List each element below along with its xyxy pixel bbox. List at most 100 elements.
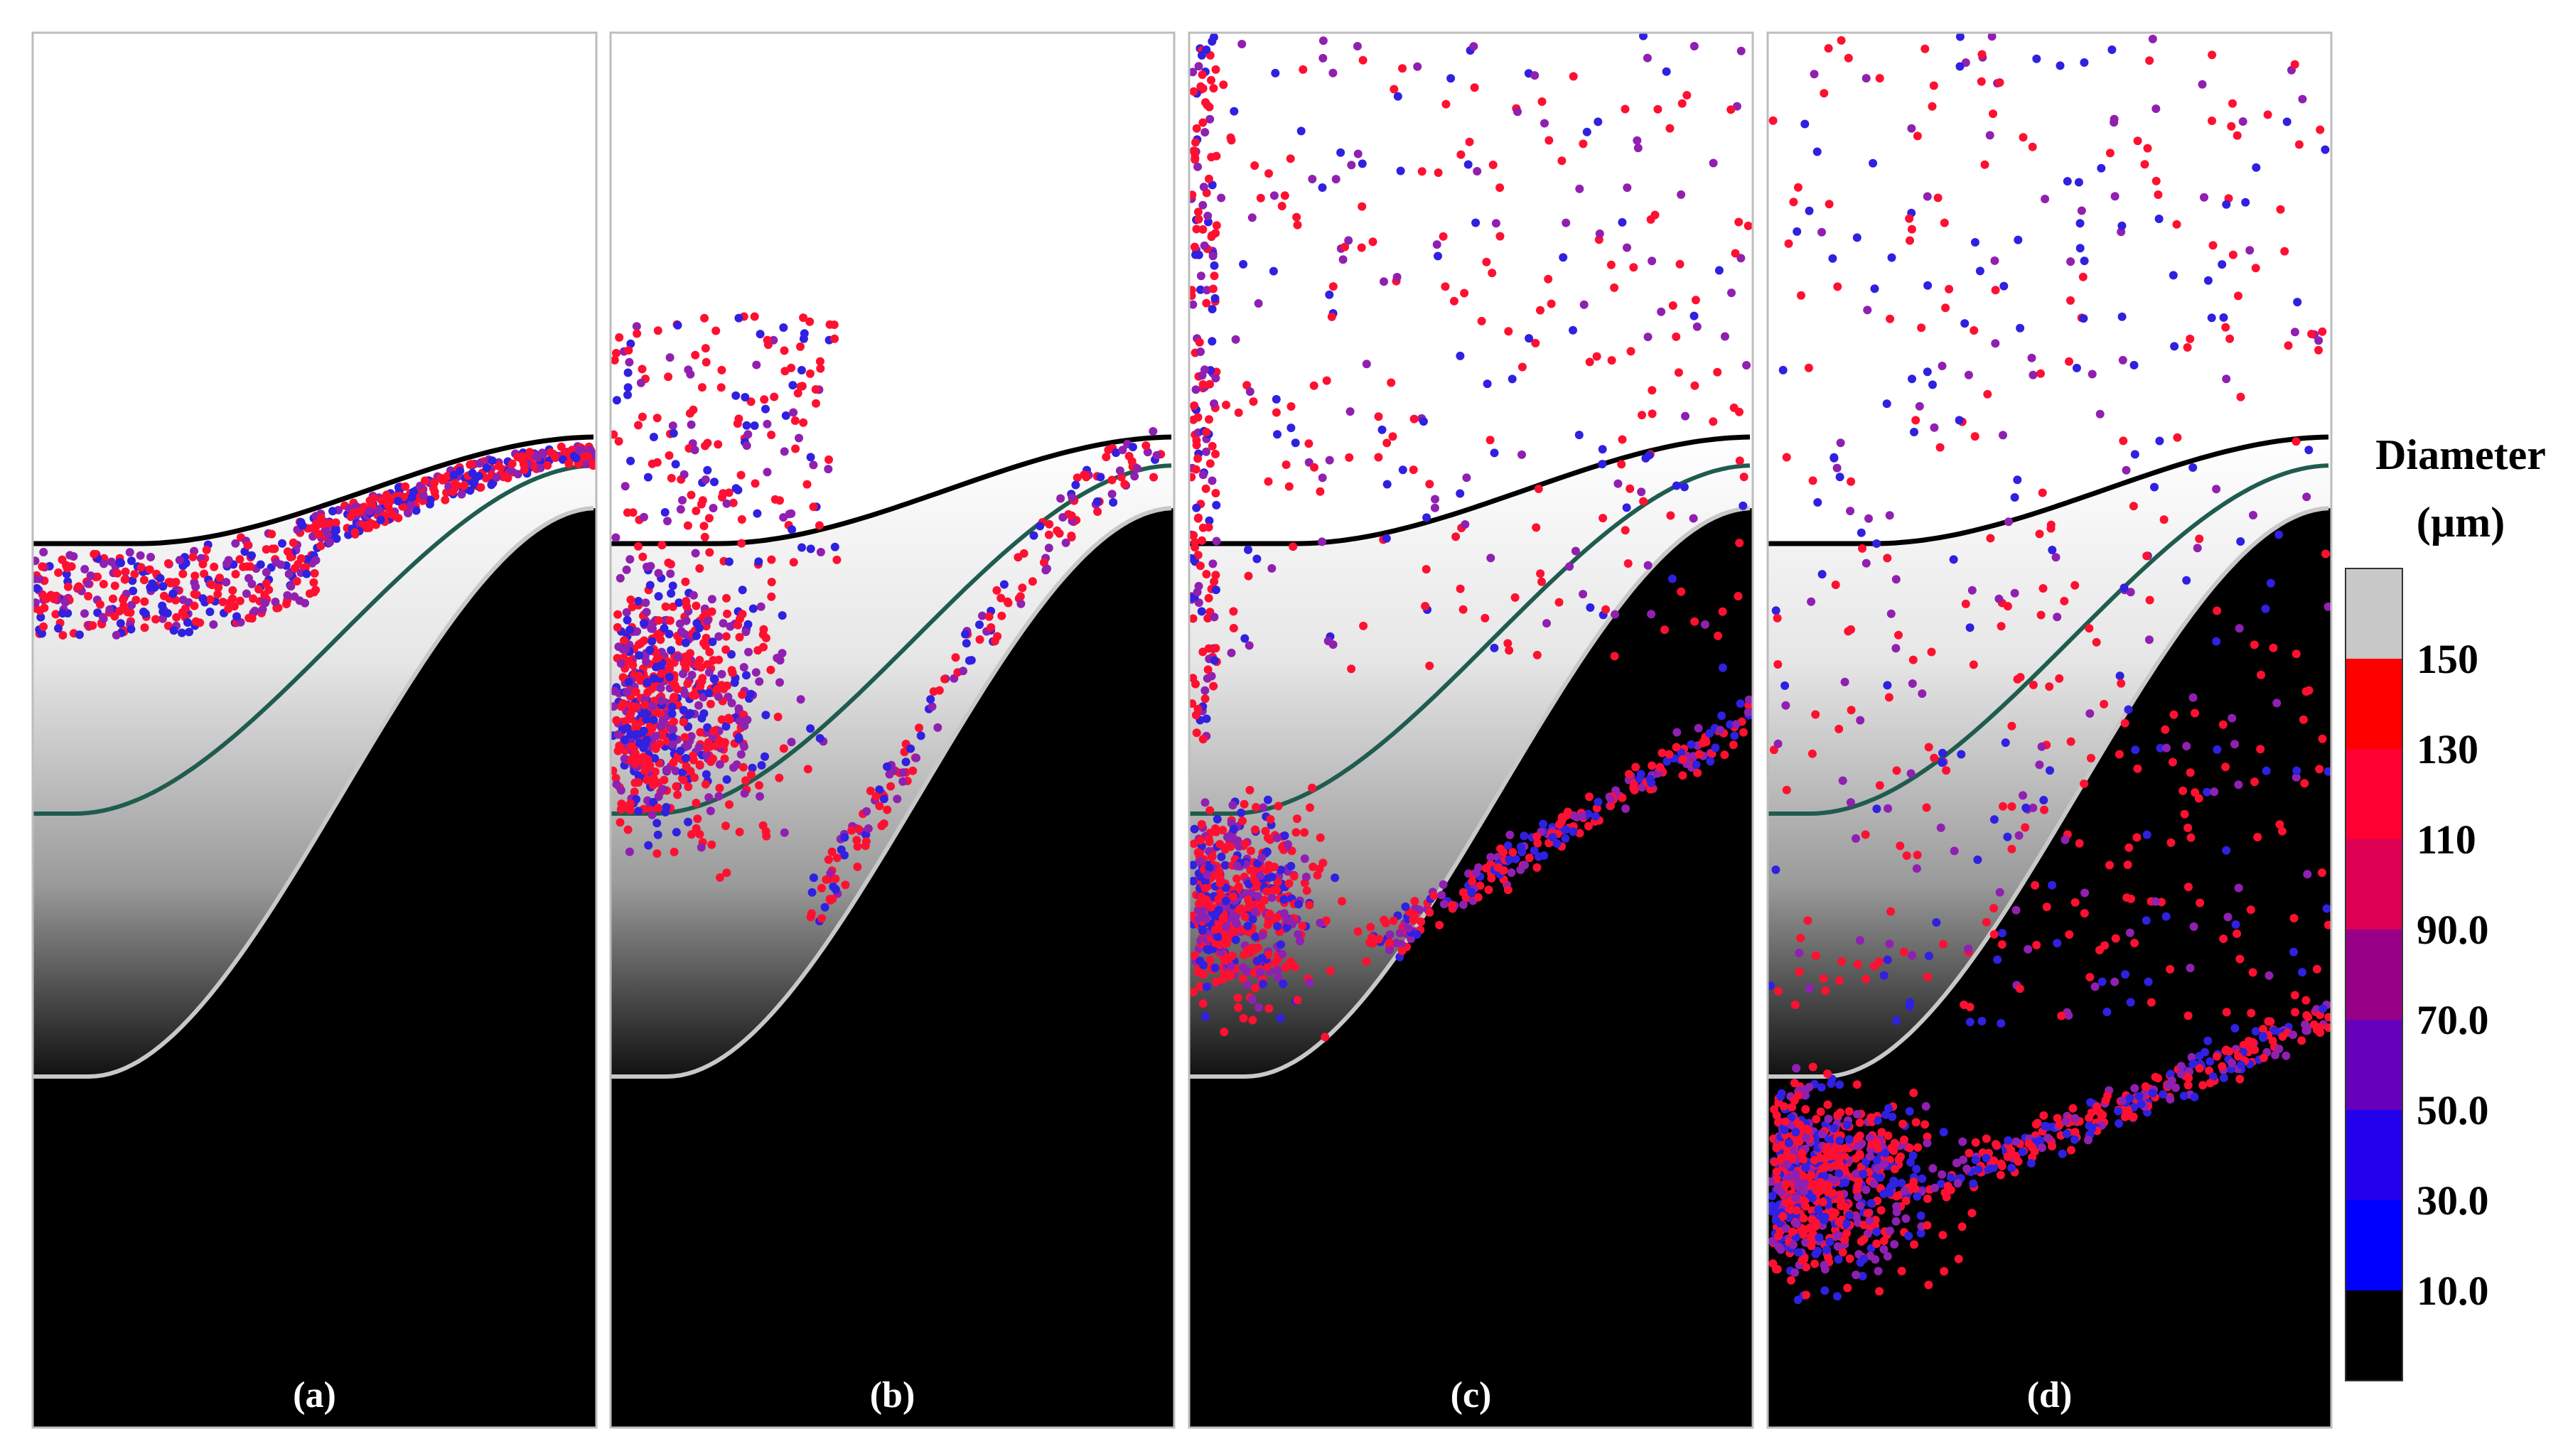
- particle: [822, 875, 831, 884]
- particle: [2129, 502, 2138, 511]
- particle: [673, 320, 682, 330]
- particle: [1841, 1202, 1850, 1212]
- particle: [883, 762, 891, 771]
- particle: [1294, 929, 1303, 939]
- particle: [1203, 286, 1211, 295]
- particle: [1231, 917, 1240, 927]
- particle: [699, 522, 709, 531]
- particle: [638, 552, 648, 561]
- particle: [2066, 296, 2075, 305]
- particle: [1736, 254, 1746, 263]
- particle: [190, 590, 199, 598]
- particle: [815, 357, 824, 366]
- particle: [1267, 873, 1277, 881]
- particle: [2137, 1099, 2146, 1109]
- particle: [1305, 978, 1314, 987]
- particle: [359, 519, 368, 529]
- particle: [1647, 784, 1656, 794]
- particle: [1188, 300, 1198, 309]
- particle: [1579, 139, 1588, 149]
- particle: [1280, 831, 1289, 840]
- particle: [1928, 1164, 1938, 1173]
- particle: [2014, 831, 2024, 840]
- particle: [769, 335, 778, 345]
- particle: [1883, 1252, 1892, 1261]
- particle: [679, 669, 687, 679]
- particle: [1795, 967, 1804, 976]
- particle: [1286, 154, 1295, 163]
- particle: [1257, 902, 1266, 912]
- particle: [735, 827, 744, 836]
- particle: [1792, 1219, 1800, 1229]
- particle: [1238, 816, 1247, 826]
- particle: [316, 541, 326, 551]
- particle: [1711, 743, 1720, 753]
- particle: [1997, 622, 2006, 631]
- particle: [113, 568, 122, 578]
- particle: [1222, 922, 1230, 932]
- particle: [1852, 1154, 1861, 1163]
- particle: [1421, 602, 1430, 610]
- particle: [1606, 260, 1616, 269]
- particle: [803, 765, 812, 774]
- particle: [1621, 104, 1630, 114]
- particle: [1229, 824, 1238, 834]
- particle: [1833, 282, 1842, 291]
- particle: [648, 624, 657, 633]
- particle: [816, 548, 825, 556]
- particle: [1264, 169, 1273, 178]
- particle: [762, 831, 771, 841]
- particle: [1112, 448, 1121, 458]
- particle: [719, 489, 728, 498]
- particle: [1802, 1133, 1811, 1143]
- particle: [687, 830, 696, 839]
- legend-color-band: [2346, 929, 2402, 1020]
- particle: [1647, 610, 1656, 619]
- particle: [1525, 334, 1534, 343]
- particle: [1852, 1080, 1861, 1089]
- particle: [51, 610, 60, 619]
- particle: [1993, 955, 2002, 964]
- particle: [1841, 1178, 1849, 1187]
- particle: [649, 716, 658, 725]
- particle: [2195, 1052, 2204, 1061]
- particle: [617, 799, 626, 809]
- particle: [738, 762, 748, 772]
- particle: [1018, 583, 1027, 593]
- particle: [202, 545, 211, 554]
- particle: [632, 322, 641, 331]
- film-region: [1767, 437, 2332, 1077]
- particle: [1238, 974, 1247, 983]
- particle: [1200, 694, 1210, 703]
- particle: [1200, 798, 1210, 807]
- particle: [2173, 433, 2182, 442]
- particle: [1291, 828, 1301, 837]
- particle: [2085, 624, 2094, 633]
- particle: [1964, 944, 1973, 954]
- particle: [2298, 95, 2307, 104]
- particle: [139, 576, 149, 585]
- particle: [750, 421, 759, 430]
- particle: [2208, 117, 2216, 125]
- particle: [1910, 428, 1918, 436]
- particle: [1938, 758, 1947, 767]
- particle: [1188, 473, 1196, 482]
- particle: [224, 556, 233, 565]
- particle: [1989, 1156, 1999, 1165]
- particle: [254, 585, 263, 594]
- particle: [1211, 450, 1220, 458]
- particle: [2189, 1059, 2198, 1068]
- particle: [940, 674, 949, 684]
- particle: [686, 370, 695, 379]
- particle: [1824, 1114, 1833, 1123]
- particle: [198, 594, 208, 603]
- particle: [1633, 136, 1642, 145]
- particle: [2072, 363, 2081, 372]
- particle: [2302, 492, 2311, 502]
- particle: [1263, 834, 1272, 843]
- particle: [1204, 945, 1213, 954]
- particle: [1569, 827, 1578, 836]
- particle: [1188, 877, 1198, 885]
- particle: [2140, 160, 2149, 169]
- particle: [1855, 1118, 1864, 1127]
